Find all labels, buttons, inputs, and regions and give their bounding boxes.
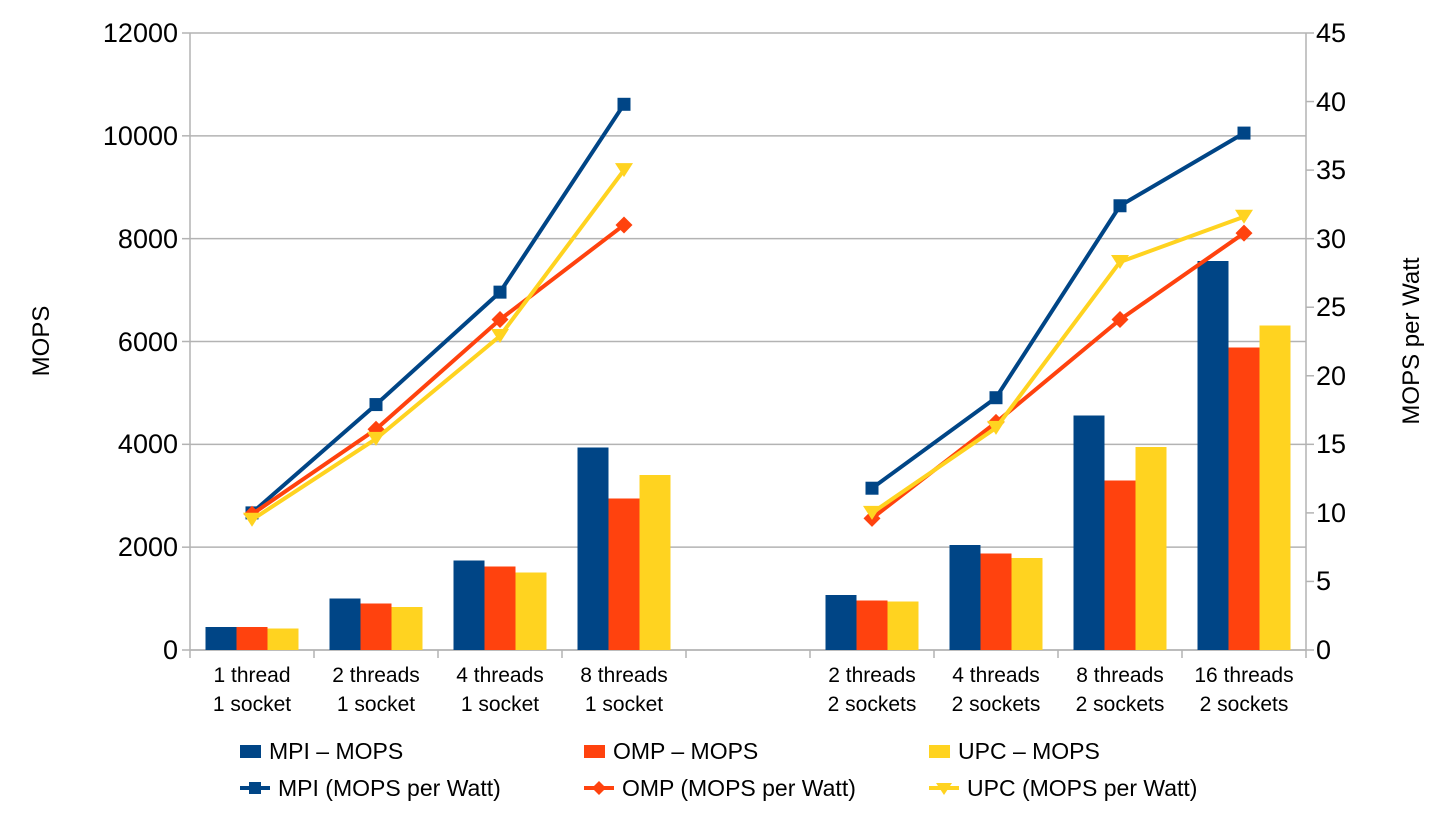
- marker-triangle-down: [243, 512, 261, 527]
- bar-upc: [1259, 325, 1291, 650]
- right-axis-tick-label: 35: [1316, 155, 1347, 186]
- bar-omp: [484, 566, 516, 650]
- right-axis-title: MOPS per Watt: [1398, 257, 1425, 425]
- left-axis-tick-label: 6000: [117, 326, 178, 357]
- category-label: 8 threads 2 sockets: [1075, 664, 1165, 716]
- category-label: 4 threads 2 sockets: [951, 664, 1041, 716]
- right-axis-tick-label: 25: [1316, 292, 1347, 323]
- legend-label: MPI (MOPS per Watt): [278, 774, 501, 801]
- marker-square: [493, 285, 507, 299]
- right-axis-tick-label: 45: [1316, 18, 1347, 48]
- marker-triangle-down: [987, 420, 1005, 435]
- bar-omp: [856, 600, 888, 650]
- line-mpi-mops-per-watt: [250, 103, 626, 515]
- legend-item-omp-mops: OMP – MOPS: [584, 736, 758, 766]
- bar-upc: [267, 628, 299, 650]
- right-axis-tick-label: 20: [1316, 360, 1347, 391]
- bar-upc: [1011, 557, 1043, 650]
- bar-mpi: [1197, 260, 1229, 650]
- marker-triangle-down: [1111, 254, 1129, 269]
- bar-mpi: [949, 545, 981, 650]
- right-axis-tick-label: 5: [1316, 566, 1332, 597]
- legend-item-mpi-mops-per-watt: MPI (MOPS per Watt): [240, 773, 501, 803]
- bar-mpi: [205, 626, 237, 650]
- marker-triangle-down: [491, 329, 509, 344]
- legend-label: OMP – MOPS: [613, 737, 759, 764]
- legend-marker-triangle-down-icon: [929, 783, 959, 795]
- legend-item-upc-mops-per-watt: UPC (MOPS per Watt): [929, 773, 1197, 803]
- bar-mpi: [329, 598, 361, 650]
- line-mpi-mops-per-watt: [870, 131, 1246, 490]
- category-label: 2 threads 2 sockets: [827, 664, 917, 716]
- line-upc-mops-per-watt: [870, 214, 1245, 515]
- left-axis-tick-label: 12000: [102, 18, 178, 48]
- category-label: 2 threads 1 socket: [332, 664, 420, 716]
- right-axis-tick-label: 0: [1316, 635, 1332, 665]
- marker-square: [1237, 126, 1251, 140]
- bar-omp: [360, 603, 392, 650]
- right-axis-tick-label: 15: [1316, 429, 1347, 460]
- legend-swatch-mpi: [240, 744, 261, 758]
- bar-upc: [515, 572, 547, 650]
- category-label: 8 threads 1 socket: [580, 664, 668, 716]
- marker-triangle-down: [615, 163, 633, 178]
- legend-item-mpi-mops: MPI – MOPS: [240, 736, 403, 766]
- marker-square: [865, 481, 879, 495]
- marker-triangle-down: [367, 431, 385, 446]
- legend-label: UPC – MOPS: [958, 737, 1100, 764]
- line-omp-mops-per-watt: [250, 223, 626, 516]
- bar-upc: [1135, 446, 1167, 650]
- legend-label: MPI – MOPS: [269, 737, 404, 764]
- bar-omp: [608, 498, 640, 650]
- legend-label: UPC (MOPS per Watt): [967, 774, 1198, 801]
- marker-triangle-down: [1235, 209, 1253, 224]
- marker-diamond: [491, 311, 509, 329]
- marker-square: [369, 398, 383, 412]
- bar-mpi: [577, 447, 609, 650]
- legend-item-omp-mops-per-watt: OMP (MOPS per Watt): [584, 773, 856, 803]
- bar-omp: [1104, 480, 1136, 650]
- line-upc-mops-per-watt: [250, 168, 626, 522]
- marker-diamond: [1111, 311, 1129, 329]
- right-axis-tick-label: 40: [1316, 86, 1347, 117]
- legend-marker-diamond-icon: [584, 781, 614, 795]
- bar-upc: [391, 606, 423, 650]
- category-label: 4 threads 1 socket: [456, 664, 544, 716]
- left-axis-tick-label: 2000: [117, 532, 178, 563]
- bar-upc: [887, 601, 919, 650]
- marker-square: [989, 391, 1003, 405]
- bar-mpi: [825, 594, 857, 650]
- left-axis-tick-label: 10000: [102, 120, 178, 151]
- legend-marker-square-icon: [240, 782, 270, 794]
- legend-label: OMP (MOPS per Watt): [622, 774, 856, 801]
- bar-omp: [1228, 347, 1260, 650]
- marker-diamond: [1235, 224, 1253, 242]
- marker-square: [617, 97, 631, 111]
- marker-diamond: [615, 216, 633, 234]
- right-axis-tick-label: 30: [1316, 223, 1347, 254]
- marker-triangle-down: [863, 505, 881, 520]
- legend-item-upc-mops: UPC – MOPS: [929, 736, 1100, 766]
- right-axis-tick-label: 10: [1316, 497, 1347, 528]
- legend-swatch-upc: [929, 744, 950, 758]
- marker-square: [1113, 199, 1127, 213]
- bar-omp: [980, 553, 1012, 650]
- category-label: 16 threads 2 sockets: [1194, 664, 1294, 716]
- legend-swatch-omp: [584, 744, 605, 758]
- category-label: 1 thread 1 socket: [212, 664, 292, 716]
- bar-mpi: [1073, 415, 1105, 650]
- left-axis-tick-label: 8000: [117, 223, 178, 254]
- bar-upc: [639, 475, 671, 650]
- bar-mpi: [453, 560, 485, 650]
- bar-omp: [236, 626, 268, 650]
- left-axis-tick-label: 0: [162, 635, 178, 665]
- left-axis-tick-label: 4000: [117, 429, 178, 460]
